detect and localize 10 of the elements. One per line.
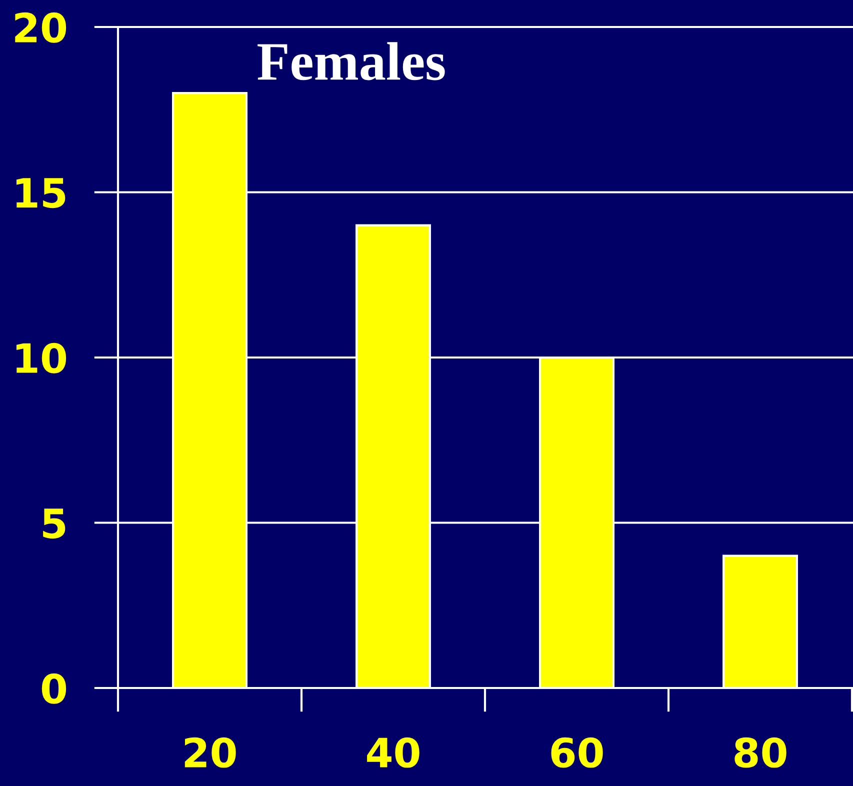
x-tick-label: 80 [734, 737, 786, 768]
chart-title: Females [258, 42, 445, 80]
x-tick-label: 60 [551, 737, 603, 768]
y-tick-label: 15 [16, 178, 66, 208]
y-tick-label: 10 [16, 342, 66, 374]
x-tick-label: 40 [367, 737, 420, 768]
y-tick-label: 5 [43, 508, 66, 539]
y-tick-label: 0 [42, 673, 66, 704]
x-tick-label: 20 [184, 737, 236, 768]
y-tick-label: 20 [15, 12, 66, 43]
